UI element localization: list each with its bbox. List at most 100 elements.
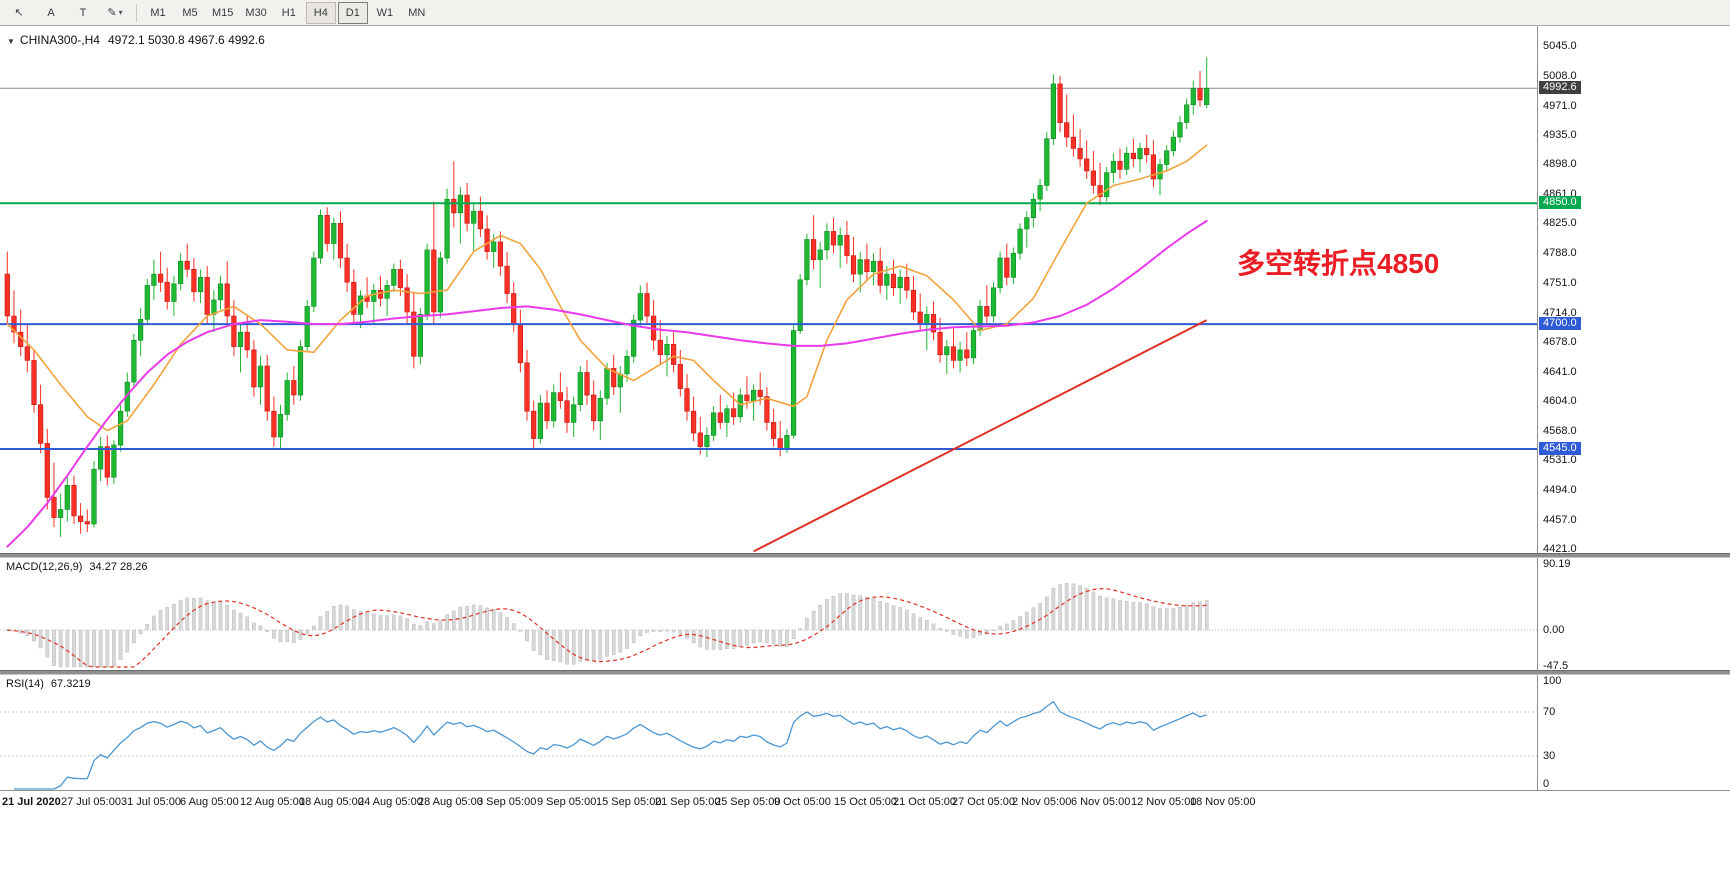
candle-body [531,410,537,439]
macd-histogram-bar [405,618,409,631]
macd-histogram-bar [1191,602,1196,631]
candle-body [1150,154,1156,180]
timeframe-button-mn[interactable]: MN [408,6,426,19]
candle-body [577,372,583,406]
macd-histogram-bar [891,605,896,631]
candle-body [451,198,457,214]
price-tick: 4971.0 [1543,100,1577,112]
candle-body [950,346,957,361]
candle-body [164,281,170,302]
time-label: 25 Sep 05:00 [715,796,781,808]
timeframe-button-d1[interactable]: D1 [337,1,368,24]
color-picker-tool[interactable]: ✎ ▾ [100,2,130,24]
macd-histogram-bar [585,629,589,661]
candle-body [1110,161,1116,173]
candle-body [111,444,117,478]
macd-histogram-bar [245,616,250,631]
timeframe-button-m5[interactable]: M5 [182,6,198,19]
macd-current-values: 34.27 28.26 [89,561,148,573]
candle-body [644,293,650,317]
timeframe-button-w1[interactable]: W1 [376,6,394,19]
candle-body [890,273,897,289]
candle-body [371,289,377,302]
toolbar: ↖ A T ✎ ▾ M1 M5 M15 M30 H1 H4 D1 W1 MN [0,0,1730,26]
candle-body [437,257,444,313]
price-badge-level: 4850.0 [1539,196,1581,209]
chart-symbol-title: CHINA300-,H4 [19,33,100,47]
macd-histogram-bar [531,629,536,651]
macd-histogram-bar [331,605,336,631]
annotation-text[interactable]: 多空转折点4850 [1237,248,1440,279]
timeframe-button-m15[interactable]: M15 [212,6,234,19]
timeframe-button-m1[interactable]: M1 [150,6,166,19]
macd-histogram-bar [1084,587,1089,631]
candle-body [597,397,603,422]
time-label: 21 Jul 2020 [2,796,61,808]
panel-separator[interactable] [0,553,1730,558]
macd-histogram-bar [924,620,929,631]
macd-histogram-bar [305,629,310,635]
panel-separator[interactable] [0,670,1730,675]
candle-body [957,349,963,361]
time-label: 31 Jul 05:00 [121,796,181,808]
time-label: 3 Sep 05:00 [477,796,537,808]
chart-collapse-icon[interactable]: ▼ [7,37,15,46]
macd-canvas[interactable] [0,558,1537,670]
macd-axis-label: 90.19 [1543,558,1571,570]
macd-histogram-bar [725,629,729,650]
candle-body [484,228,490,252]
candle-body [1017,228,1023,254]
macd-histogram-bar [865,597,869,631]
candle-body [511,293,517,325]
price-badge-current: 4992.6 [1539,81,1581,94]
macd-histogram-bar [178,599,183,631]
candle-body [784,434,790,450]
macd-histogram-bar [638,629,643,637]
macd-histogram-bar [698,629,703,648]
macd-histogram-bar [611,629,616,655]
text-tool[interactable]: A [36,2,66,24]
macd-histogram-bar [471,604,476,631]
macd-histogram-bar [1124,600,1129,631]
rsi-axis[interactable]: 100 70 30 0 [1537,675,1730,790]
candle-body [91,468,97,525]
price-axis[interactable]: 5045.0 5008.0 4971.0 4935.0 4898.0 4861.0 4825… [1537,26,1730,555]
rsi-canvas[interactable] [0,675,1537,790]
candle-body [78,515,84,522]
candle-body [31,360,37,405]
timeframe-button-h1[interactable]: H1 [281,6,296,19]
macd-histogram-bar [578,629,583,662]
main-chart-canvas[interactable] [0,26,1537,553]
time-label: 21 Oct 05:00 [893,796,956,808]
macd-histogram-bar [152,615,156,631]
candle-body [191,269,197,293]
macd-histogram-bar [425,621,429,631]
macd-histogram-bar [518,629,523,632]
main-chart-panel: ▼ CHINA300-,H4 4972.1 5030.8 4967.6 4992.6… [0,26,1730,555]
macd-histogram-bar [605,629,609,657]
macd-histogram-bar [944,629,949,632]
time-axis[interactable]: 21 Jul 2020 27 Jul 05:00 31 Jul 05:00 6 Aug… [0,790,1730,814]
macd-histogram-bar [1104,597,1109,631]
pointer-tool[interactable]: ↖ [4,2,34,24]
candle-body [431,249,437,313]
price-badge-level: 4545.0 [1539,442,1581,455]
candle-body [237,331,244,348]
candle-body [1184,104,1190,123]
candle-body [664,343,670,356]
price-tick: 4678.0 [1543,336,1577,348]
candle-body [1057,83,1063,123]
timeframe-button-h4[interactable]: H4 [305,1,336,24]
ma-slow-line [6,219,1208,548]
candle-body [1010,252,1016,278]
text-label-tool[interactable]: T [68,2,98,24]
macd-histogram-bar [1204,600,1209,631]
macd-axis[interactable]: 90.19 0.00 -47.5 [1537,558,1730,672]
timeframe-button-m30[interactable]: M30 [245,6,267,19]
candle-body [477,210,484,230]
macd-histogram-bar [125,629,130,653]
candle-body [37,404,44,444]
trendline[interactable] [753,319,1208,553]
macd-histogram-bar [971,629,976,638]
macd-histogram-bar [1178,606,1182,631]
